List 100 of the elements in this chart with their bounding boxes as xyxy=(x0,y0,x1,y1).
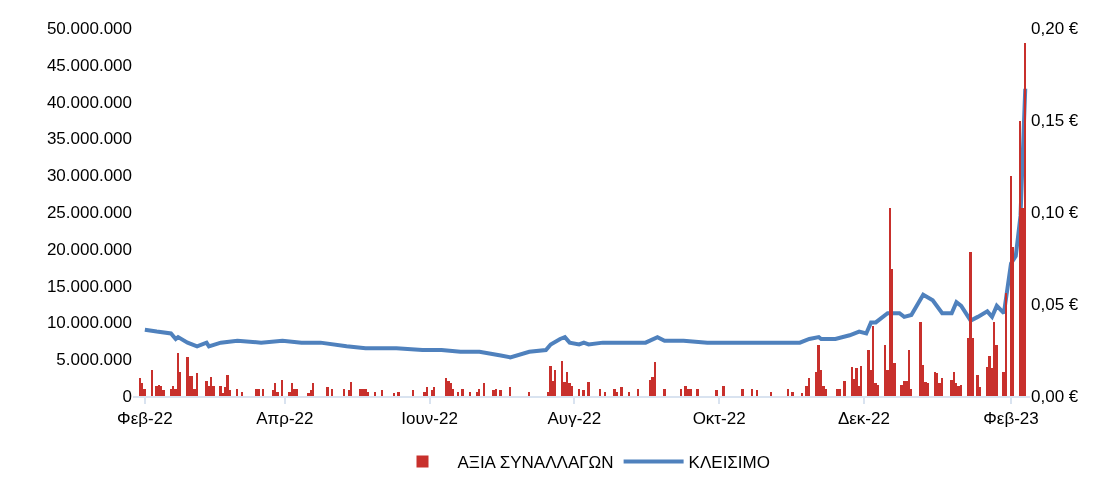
bar xyxy=(461,389,464,396)
bar xyxy=(877,385,879,396)
bar xyxy=(860,366,862,396)
bar xyxy=(599,389,601,396)
y2-tick-label: 0,20 € xyxy=(1031,18,1079,38)
y-tick-label: 50.000.000 xyxy=(46,18,132,38)
bar xyxy=(582,390,585,396)
bar xyxy=(476,392,478,396)
bar xyxy=(426,387,428,396)
bar xyxy=(993,322,995,396)
y-tick-label: 0 xyxy=(122,386,132,406)
bar xyxy=(554,370,556,396)
bar xyxy=(654,362,656,396)
x-tick-label: Οκτ-22 xyxy=(692,409,746,429)
bar xyxy=(219,386,222,396)
bar xyxy=(457,392,459,396)
bar xyxy=(549,366,552,396)
bar xyxy=(960,385,962,396)
bar xyxy=(499,390,502,396)
bar xyxy=(715,390,718,396)
bar xyxy=(637,389,639,396)
bar xyxy=(151,370,153,396)
y-tick-label: 40.000.000 xyxy=(46,92,132,112)
bar xyxy=(680,389,682,396)
y2-tick-label: 0,05 € xyxy=(1031,294,1079,314)
bar xyxy=(578,389,580,396)
bar xyxy=(257,389,260,396)
legend-label: ΑΞΙΑ ΣΥΝΑΛΛΑΓΩΝ xyxy=(457,453,614,473)
bar xyxy=(196,373,198,396)
bar xyxy=(177,353,179,396)
bar xyxy=(186,357,189,396)
bar xyxy=(872,326,874,396)
y-tick-label: 45.000.000 xyxy=(46,55,132,75)
bar xyxy=(291,383,293,396)
bar xyxy=(312,383,314,396)
bar xyxy=(561,361,563,396)
bar xyxy=(770,392,772,396)
y-tick-label: 25.000.000 xyxy=(46,202,132,222)
bar xyxy=(359,389,362,396)
bar xyxy=(210,377,212,396)
bar xyxy=(469,392,471,396)
y-tick-label: 10.000.000 xyxy=(46,313,132,333)
bar xyxy=(851,367,853,396)
bar xyxy=(696,389,699,396)
bar xyxy=(741,389,744,396)
bar xyxy=(900,385,903,396)
bar xyxy=(350,382,352,396)
x-tick-label: Δεκ-22 xyxy=(837,409,890,429)
y-tick-label: 15.000.000 xyxy=(46,276,132,296)
bar xyxy=(722,386,725,396)
bar xyxy=(170,389,172,396)
bar xyxy=(241,392,243,396)
bar xyxy=(663,389,666,396)
bar xyxy=(495,389,497,396)
bar xyxy=(801,393,803,396)
bar xyxy=(483,383,485,396)
bar xyxy=(397,392,400,396)
y2-tick-label: 0,10 € xyxy=(1031,202,1079,222)
bar xyxy=(281,380,283,396)
bar xyxy=(307,393,310,396)
bar xyxy=(1005,293,1007,396)
bar xyxy=(431,390,433,396)
bar xyxy=(927,383,929,396)
bar xyxy=(295,389,298,396)
bar xyxy=(162,390,165,396)
bar xyxy=(689,389,692,396)
bar xyxy=(445,378,447,396)
bar xyxy=(919,322,922,396)
x-tick-label: Αυγ-22 xyxy=(547,409,602,429)
bar xyxy=(889,208,891,396)
line-series xyxy=(142,86,1028,360)
bar xyxy=(649,380,651,396)
y2-tick-label: 0,15 € xyxy=(1031,110,1079,130)
bar xyxy=(908,350,910,396)
bar xyxy=(478,389,480,396)
y-tick-label: 20.000.000 xyxy=(46,239,132,259)
bar xyxy=(817,345,820,396)
bar xyxy=(604,392,606,396)
bar xyxy=(836,389,839,396)
bar xyxy=(867,350,870,396)
y2-tick-label: 0,00 € xyxy=(1031,386,1079,406)
x-tick-label: Φεβ-22 xyxy=(117,409,173,429)
bar xyxy=(326,387,329,396)
bar xyxy=(1010,176,1012,396)
bar xyxy=(941,378,943,396)
bar xyxy=(450,383,452,396)
bar xyxy=(566,372,568,396)
bar xyxy=(969,252,972,396)
bar xyxy=(791,392,794,396)
bar xyxy=(236,389,238,396)
bar xyxy=(433,387,435,396)
bar xyxy=(988,356,991,396)
x-tick-label: Ιουν-22 xyxy=(401,409,458,429)
bar xyxy=(274,383,276,396)
bar xyxy=(492,390,495,396)
bar xyxy=(374,392,376,396)
bar xyxy=(808,378,810,396)
bar xyxy=(509,387,511,396)
y-tick-label: 30.000.000 xyxy=(46,166,132,186)
bar xyxy=(571,386,573,396)
